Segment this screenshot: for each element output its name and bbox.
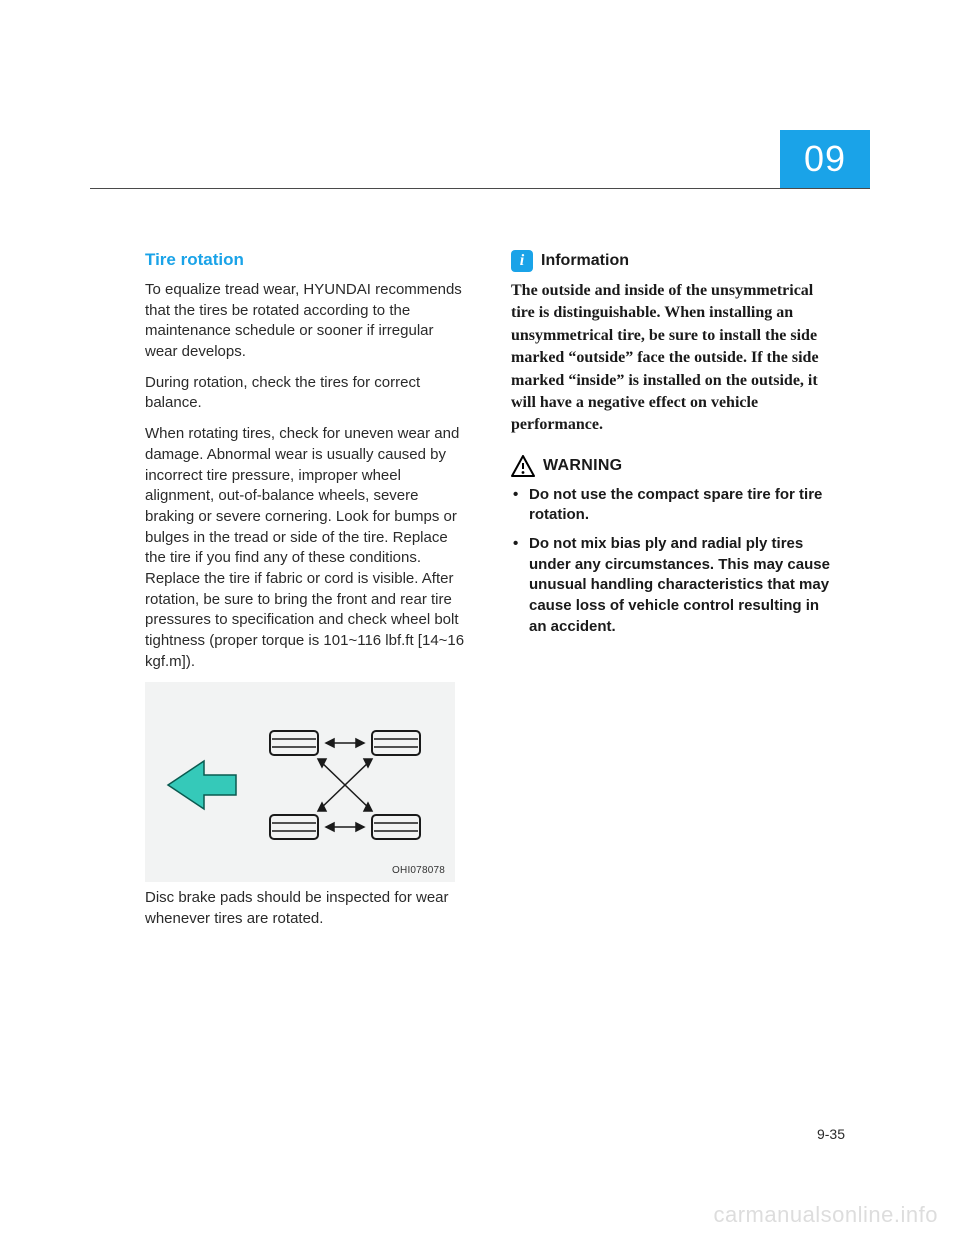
warning-label: WARNING [543,457,622,475]
chapter-badge: 09 [780,130,870,188]
warning-list: Do not use the compact spare tire for ti… [511,485,835,638]
direction-arrow-icon [168,761,236,809]
body-paragraph: To equalize tread wear, HYUNDAI recommen… [145,280,469,363]
warning-heading: WARNING [511,455,835,477]
tire-rotation-figure: OHI078078 [145,682,455,882]
watermark: carmanualsonline.info [713,1202,938,1228]
section-title: Tire rotation [145,250,469,270]
body-paragraph: Disc brake pads should be inspected for … [145,888,469,929]
info-label: Information [541,252,629,270]
figure-code: OHI078078 [392,865,445,876]
tire-front-right-icon [372,731,420,755]
information-heading: i Information [511,250,835,272]
warning-icon [511,455,535,477]
rotation-cross-lines [318,759,372,811]
page-number: 9-35 [817,1126,845,1142]
warning-item: Do not use the compact spare tire for ti… [511,485,835,526]
content-columns: Tire rotation To equalize tread wear, HY… [145,250,835,940]
tire-rear-right-icon [372,815,420,839]
info-icon: i [511,250,533,272]
manual-page: 09 Tire rotation To equalize tread wear,… [0,0,960,1242]
body-paragraph: During rotation, check the tires for cor… [145,373,469,414]
rotation-line-bottom [326,823,364,831]
header-rule [90,188,870,189]
information-text: The outside and inside of the unsymmetri… [511,280,835,437]
tire-rotation-svg [150,687,450,877]
body-paragraph: When rotating tires, check for uneven we… [145,424,469,672]
left-column: Tire rotation To equalize tread wear, HY… [145,250,469,940]
tire-rear-left-icon [270,815,318,839]
tire-front-left-icon [270,731,318,755]
rotation-line-top [326,739,364,747]
right-column: i Information The outside and inside of … [511,250,835,940]
warning-item: Do not mix bias ply and radial ply tires… [511,534,835,637]
